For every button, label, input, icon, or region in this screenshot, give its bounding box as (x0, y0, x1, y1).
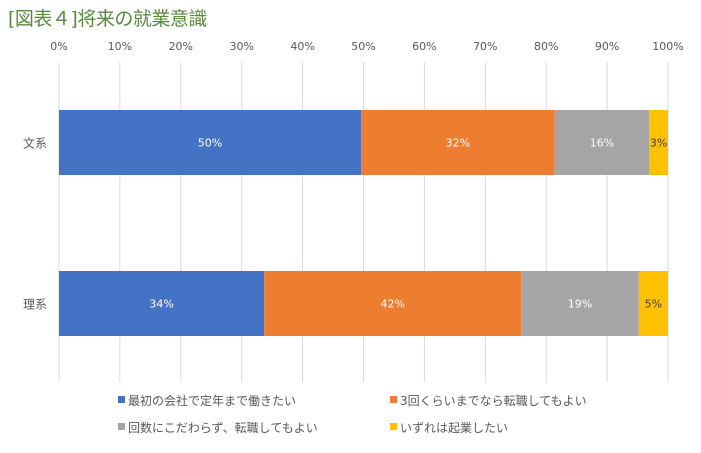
x-tick-label: 20% (169, 40, 193, 53)
legend-swatch (118, 423, 125, 430)
x-tick-label: 90% (595, 40, 619, 53)
bar-segment (638, 271, 668, 336)
data-label: 3% (650, 137, 667, 150)
legend-label: 最初の会社で定年まで働きたい (128, 393, 296, 408)
x-tick-label: 70% (473, 40, 497, 53)
bar-segment (264, 271, 522, 336)
data-label: 42% (381, 298, 405, 311)
chart-title: [図表４]将来の就業意識 (8, 8, 207, 30)
legend-swatch (118, 396, 125, 403)
x-tick-label: 80% (534, 40, 558, 53)
bar-segment (649, 110, 668, 175)
bar-segment (521, 271, 639, 336)
category-label: 文系 (23, 136, 47, 151)
data-label: 19% (568, 298, 592, 311)
data-label: 34% (149, 298, 173, 311)
bar-segment (361, 110, 555, 175)
x-tick-label: 30% (229, 40, 253, 53)
bar-segment (59, 110, 362, 175)
bar-segment (554, 110, 650, 175)
legend-label: いずれは起業したい (400, 421, 508, 435)
x-tick-label: 0% (50, 40, 67, 53)
data-label: 5% (645, 298, 662, 311)
data-label: 32% (446, 137, 470, 150)
bar-segment (59, 271, 265, 336)
legend-label: 3回くらいまでなら転職してもよい (400, 394, 587, 408)
x-tick-label: 60% (412, 40, 436, 53)
data-label: 50% (198, 137, 222, 150)
category-label: 理系 (23, 298, 47, 312)
x-tick-label: 10% (108, 40, 132, 53)
data-label: 16% (590, 137, 614, 150)
legend-swatch (390, 423, 397, 430)
x-tick-label: 40% (290, 40, 314, 53)
x-tick-label: 100% (652, 40, 683, 53)
x-tick-label: 50% (351, 40, 375, 53)
legend-label: 回数にこだわらず、転職してもよい (128, 420, 318, 435)
legend-swatch (390, 396, 397, 403)
